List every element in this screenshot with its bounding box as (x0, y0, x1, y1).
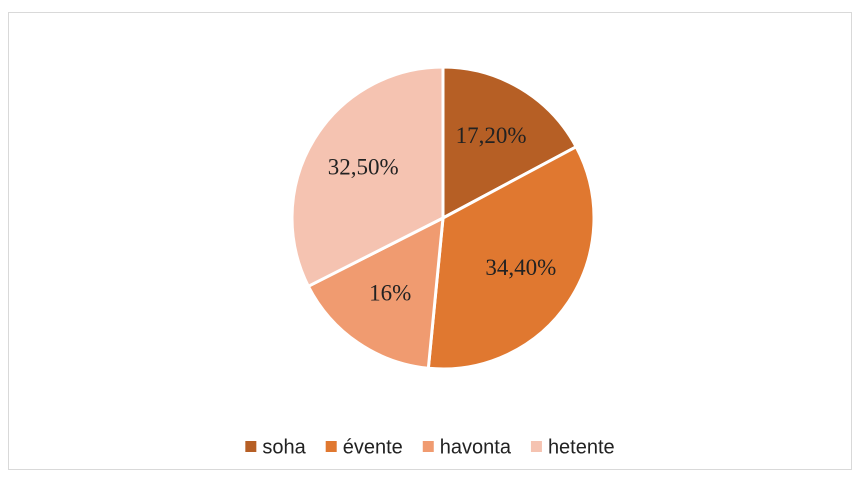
legend-label: évente (343, 436, 403, 458)
data-label: 32,50% (328, 154, 399, 179)
data-label: 17,20% (456, 123, 527, 148)
pie-slice (306, 215, 445, 370)
pie-slice (426, 144, 596, 371)
data-label: 16% (369, 281, 411, 306)
legend-swatch (245, 441, 257, 452)
legend-label: havonta (440, 436, 512, 458)
legend-label: hetente (548, 436, 615, 458)
legend-label: soha (262, 436, 306, 458)
legend-swatch (325, 441, 337, 452)
pie-slice (290, 65, 445, 289)
legend-swatch (422, 441, 434, 452)
pie-slice (441, 65, 579, 221)
data-label: 34,40% (485, 255, 556, 280)
legend-swatch (530, 441, 542, 452)
